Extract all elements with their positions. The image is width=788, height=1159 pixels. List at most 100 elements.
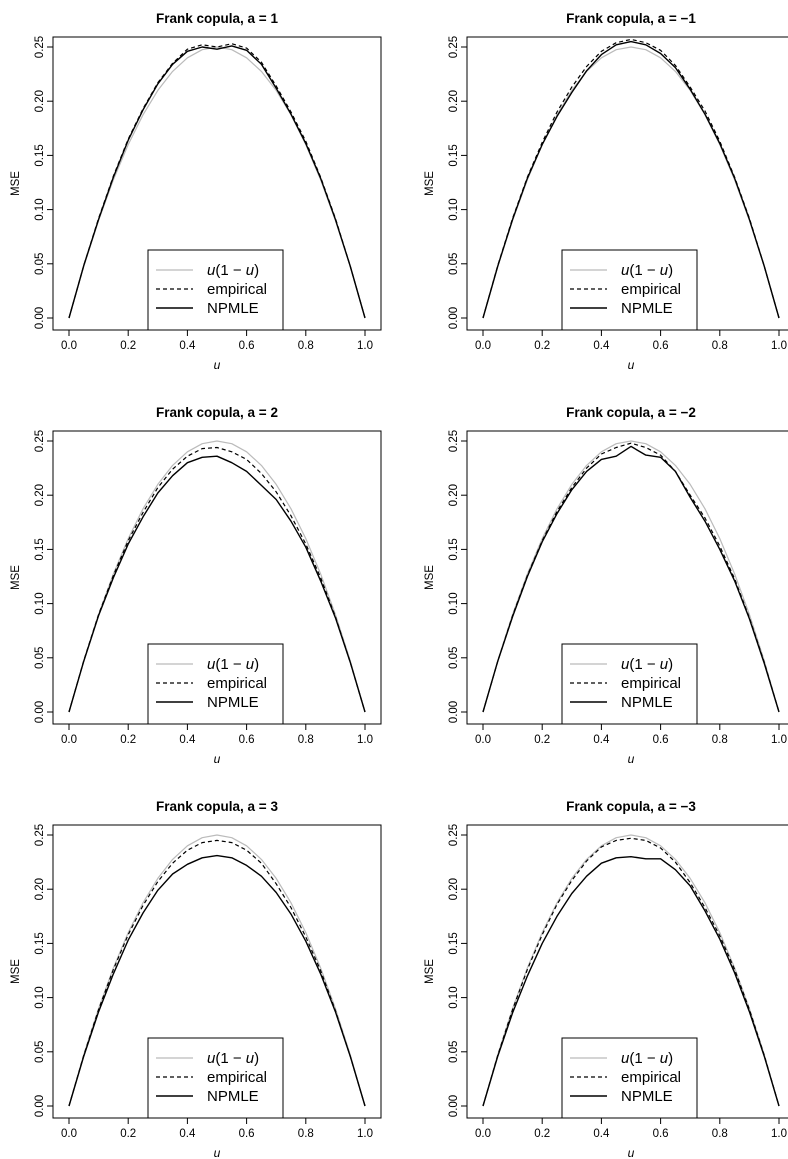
y-tick-label: 0.15 bbox=[448, 538, 460, 560]
y-tick-label: 0.25 bbox=[448, 430, 460, 452]
x-tick-label: 0.6 bbox=[239, 340, 255, 352]
x-tick-label: 0.6 bbox=[239, 734, 255, 746]
legend: u(1 − u) empirical NPMLE bbox=[562, 1038, 697, 1118]
x-tick-label: 0.8 bbox=[298, 1128, 314, 1140]
x-tick-label: 0.4 bbox=[179, 340, 196, 352]
legend-label-empirical: empirical bbox=[621, 281, 681, 298]
y-tick-label: 0.10 bbox=[34, 986, 46, 1008]
y-tick-label: 0.00 bbox=[448, 701, 460, 723]
x-tick-label: 0.0 bbox=[475, 734, 491, 746]
legend-label-empirical: empirical bbox=[621, 675, 681, 692]
x-axis-label: u bbox=[214, 358, 221, 372]
legend-label-theory: u(1 − u) bbox=[621, 1050, 673, 1067]
y-tick-label: 0.15 bbox=[34, 144, 46, 166]
y-tick-label: 0.20 bbox=[34, 878, 46, 900]
x-tick-label: 0.6 bbox=[653, 340, 669, 352]
x-tick-label: 1.0 bbox=[357, 734, 373, 746]
y-tick-label: 0.10 bbox=[34, 198, 46, 220]
panel-title: Frank copula, a = 2 bbox=[156, 405, 278, 420]
x-tick-label: 0.8 bbox=[712, 340, 728, 352]
legend: u(1 − u) empirical NPMLE bbox=[148, 250, 283, 330]
legend-label-theory: u(1 − u) bbox=[621, 656, 673, 673]
y-axis-label: MSE bbox=[424, 959, 436, 984]
panel-title: Frank copula, a = −3 bbox=[566, 799, 696, 814]
x-axis-label: u bbox=[214, 752, 221, 766]
legend-label-theory: u(1 − u) bbox=[621, 262, 673, 279]
x-tick-label: 0.8 bbox=[712, 734, 728, 746]
x-tick-label: 1.0 bbox=[771, 734, 787, 746]
panel-title: Frank copula, a = 3 bbox=[156, 799, 278, 814]
y-tick-label: 0.10 bbox=[448, 592, 460, 614]
y-tick-label: 0.05 bbox=[34, 647, 46, 669]
y-tick-label: 0.00 bbox=[448, 1095, 460, 1117]
x-tick-label: 0.0 bbox=[475, 340, 491, 352]
x-tick-label: 0.6 bbox=[653, 734, 669, 746]
y-tick-label: 0.20 bbox=[448, 90, 460, 112]
y-axis-label: MSE bbox=[424, 565, 436, 590]
x-tick-label: 1.0 bbox=[771, 1128, 787, 1140]
panel-title: Frank copula, a = 1 bbox=[156, 11, 278, 26]
x-tick-label: 0.4 bbox=[593, 1128, 610, 1140]
y-tick-label: 0.05 bbox=[448, 647, 460, 669]
y-tick-label: 0.10 bbox=[448, 986, 460, 1008]
y-axis-label: MSE bbox=[424, 171, 436, 196]
y-tick-label: 0.25 bbox=[448, 824, 460, 846]
legend-label-empirical: empirical bbox=[207, 1069, 267, 1086]
legend-label-theory: u(1 − u) bbox=[207, 1050, 259, 1067]
x-tick-label: 0.4 bbox=[179, 734, 196, 746]
y-tick-label: 0.10 bbox=[34, 592, 46, 614]
x-tick-label: 0.6 bbox=[239, 1128, 255, 1140]
legend-label-empirical: empirical bbox=[207, 281, 267, 298]
legend-label-npmle: NPMLE bbox=[621, 300, 673, 317]
x-tick-label: 0.0 bbox=[61, 1128, 77, 1140]
y-tick-label: 0.25 bbox=[34, 824, 46, 846]
legend-label-theory: u(1 − u) bbox=[207, 656, 259, 673]
y-tick-label: 0.00 bbox=[34, 1095, 46, 1117]
y-tick-label: 0.20 bbox=[448, 484, 460, 506]
x-axis-label: u bbox=[628, 358, 635, 372]
y-axis-label: MSE bbox=[10, 959, 22, 984]
x-tick-label: 0.8 bbox=[298, 734, 314, 746]
y-tick-label: 0.05 bbox=[448, 1041, 460, 1063]
legend: u(1 − u) empirical NPMLE bbox=[562, 250, 697, 330]
legend-label-npmle: NPMLE bbox=[207, 694, 259, 711]
y-tick-label: 0.20 bbox=[34, 484, 46, 506]
x-tick-label: 1.0 bbox=[771, 340, 787, 352]
legend: u(1 − u) empirical NPMLE bbox=[562, 644, 697, 724]
y-tick-label: 0.20 bbox=[34, 90, 46, 112]
x-tick-label: 0.4 bbox=[179, 1128, 196, 1140]
y-tick-label: 0.25 bbox=[34, 430, 46, 452]
legend-label-empirical: empirical bbox=[621, 1069, 681, 1086]
y-tick-label: 0.15 bbox=[34, 538, 46, 560]
y-tick-label: 0.00 bbox=[34, 307, 46, 329]
y-tick-label: 0.25 bbox=[448, 36, 460, 58]
x-tick-label: 0.2 bbox=[120, 734, 136, 746]
legend: u(1 − u) empirical NPMLE bbox=[148, 1038, 283, 1118]
y-tick-label: 0.05 bbox=[448, 253, 460, 275]
legend-label-npmle: NPMLE bbox=[621, 1088, 673, 1105]
x-tick-label: 0.8 bbox=[712, 1128, 728, 1140]
y-tick-label: 0.00 bbox=[448, 307, 460, 329]
x-tick-label: 0.4 bbox=[593, 734, 610, 746]
x-tick-label: 1.0 bbox=[357, 340, 373, 352]
x-tick-label: 0.2 bbox=[534, 340, 550, 352]
legend-label-empirical: empirical bbox=[207, 675, 267, 692]
y-tick-label: 0.15 bbox=[448, 932, 460, 954]
legend: u(1 − u) empirical NPMLE bbox=[148, 644, 283, 724]
y-tick-label: 0.00 bbox=[34, 701, 46, 723]
y-axis-label: MSE bbox=[10, 565, 22, 590]
y-tick-label: 0.15 bbox=[34, 932, 46, 954]
x-axis-label: u bbox=[628, 1146, 635, 1159]
x-tick-label: 0.4 bbox=[593, 340, 610, 352]
x-axis-label: u bbox=[628, 752, 635, 766]
y-tick-label: 0.15 bbox=[448, 144, 460, 166]
x-tick-label: 1.0 bbox=[357, 1128, 373, 1140]
x-tick-label: 0.0 bbox=[475, 1128, 491, 1140]
legend-label-theory: u(1 − u) bbox=[207, 262, 259, 279]
y-tick-label: 0.25 bbox=[34, 36, 46, 58]
legend-label-npmle: NPMLE bbox=[621, 694, 673, 711]
y-tick-label: 0.20 bbox=[448, 878, 460, 900]
x-tick-label: 0.2 bbox=[120, 1128, 136, 1140]
x-tick-label: 0.2 bbox=[534, 734, 550, 746]
